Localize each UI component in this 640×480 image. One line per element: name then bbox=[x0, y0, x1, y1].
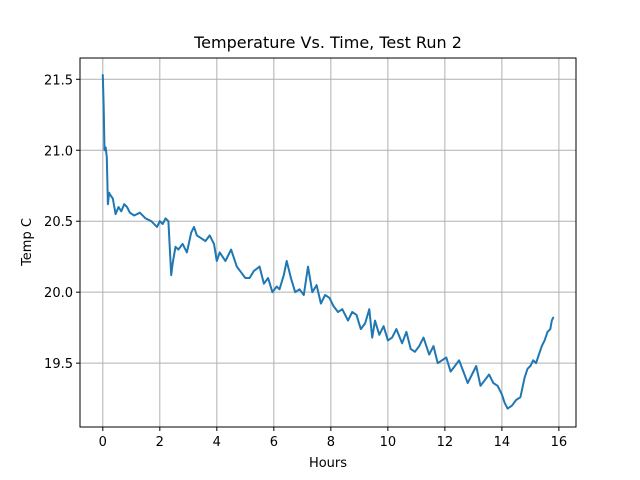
x-tick-label: 10 bbox=[380, 435, 397, 450]
x-axis-label: Hours bbox=[309, 456, 347, 471]
x-axis-ticks: 0 2 4 6 8 10 12 14 16 bbox=[99, 427, 568, 450]
x-tick-label: 6 bbox=[270, 435, 278, 450]
plot-frame bbox=[79, 57, 577, 428]
x-tick-label: 2 bbox=[156, 435, 164, 450]
y-tick-label: 20.0 bbox=[44, 286, 73, 301]
y-tick-label: 21.5 bbox=[44, 73, 73, 88]
y-axis-label: Temp C bbox=[20, 218, 35, 267]
y-axis-ticks: 19.5 20.0 20.5 21.0 21.5 bbox=[44, 73, 80, 372]
temperature-series-line bbox=[101, 74, 555, 410]
y-tick-label: 20.5 bbox=[44, 215, 73, 230]
grid bbox=[80, 58, 576, 427]
y-tick-label: 21.0 bbox=[44, 144, 73, 159]
x-tick-label: 16 bbox=[551, 435, 568, 450]
x-tick-label: 8 bbox=[327, 435, 335, 450]
x-tick-label: 4 bbox=[213, 435, 221, 450]
chart-title: Temperature Vs. Time, Test Run 2 bbox=[193, 33, 462, 52]
x-tick-label: 12 bbox=[437, 435, 454, 450]
y-tick-label: 19.5 bbox=[44, 357, 73, 372]
x-tick-label: 0 bbox=[99, 435, 107, 450]
series-layer bbox=[101, 74, 555, 410]
x-tick-label: 14 bbox=[494, 435, 511, 450]
